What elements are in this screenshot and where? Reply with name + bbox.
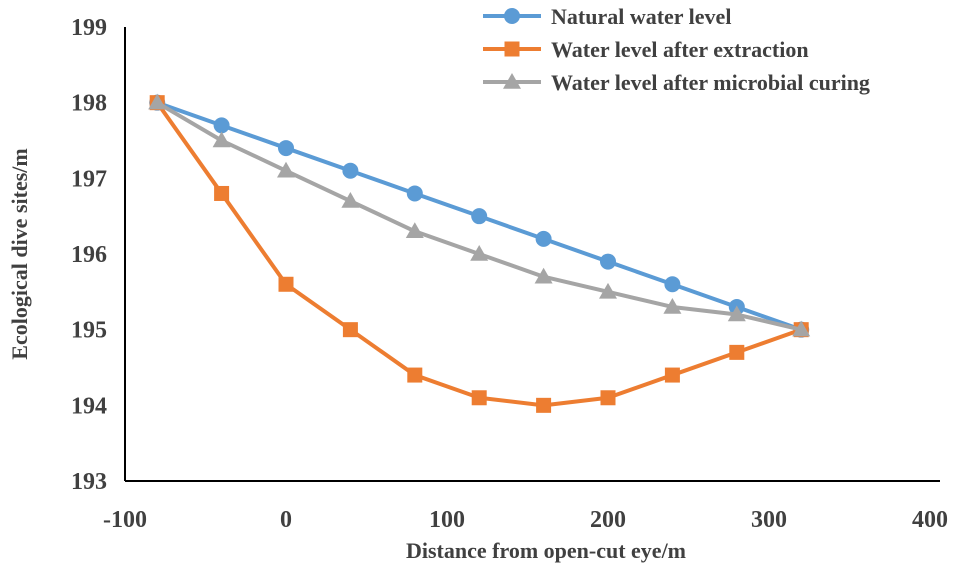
data-point bbox=[342, 322, 358, 338]
series-layer bbox=[148, 93, 811, 413]
y-tick-labels: 193 194 195 196 197 198 199 bbox=[71, 15, 107, 495]
y-tick-label: 197 bbox=[71, 166, 107, 192]
data-point bbox=[277, 161, 295, 178]
y-tick-label: 193 bbox=[71, 469, 107, 495]
data-point bbox=[278, 140, 294, 157]
x-tick-label: -100 bbox=[103, 507, 147, 533]
data-point bbox=[342, 162, 359, 179]
series-water-level-after-microbial-curing bbox=[148, 93, 811, 337]
x-axis-title: Distance from open-cut eye/m bbox=[406, 538, 686, 563]
data-point bbox=[664, 276, 681, 293]
legend-marker-triangle-icon bbox=[503, 73, 521, 89]
data-point bbox=[792, 320, 811, 337]
x-tick-label: 100 bbox=[429, 507, 465, 533]
data-point bbox=[535, 230, 552, 247]
data-point bbox=[341, 192, 360, 208]
y-tick-label: 194 bbox=[71, 393, 107, 419]
x-tick-label: 400 bbox=[912, 507, 948, 533]
x-tick-label: 200 bbox=[590, 507, 626, 533]
data-point bbox=[407, 367, 423, 383]
data-point bbox=[405, 222, 424, 239]
series-natural-water-level bbox=[149, 94, 810, 338]
data-point bbox=[534, 267, 553, 284]
data-point bbox=[213, 117, 230, 134]
data-point bbox=[727, 305, 746, 322]
data-point bbox=[729, 344, 745, 360]
legend-item: Water level after microbial curing bbox=[483, 70, 870, 95]
y-tick-label: 198 bbox=[71, 91, 107, 117]
data-point bbox=[148, 93, 167, 110]
data-point bbox=[471, 390, 487, 406]
axes bbox=[124, 27, 940, 482]
legend-item: Water level after extraction bbox=[483, 37, 809, 62]
x-tick-label: 0 bbox=[280, 507, 292, 533]
data-point bbox=[664, 367, 680, 383]
x-tick-labels: -100 0 100 200 300 400 bbox=[103, 507, 948, 533]
data-point bbox=[406, 185, 423, 202]
legend: Natural water level Water level after ext… bbox=[483, 4, 870, 95]
data-point bbox=[599, 282, 617, 299]
legend-label: Natural water level bbox=[551, 4, 731, 29]
data-point bbox=[214, 185, 230, 201]
y-tick-label: 196 bbox=[71, 242, 107, 268]
y-tick-label: 199 bbox=[71, 15, 107, 41]
data-point bbox=[600, 253, 616, 270]
data-point bbox=[536, 397, 552, 413]
legend-item: Natural water level bbox=[483, 4, 731, 29]
legend-label: Water level after extraction bbox=[551, 37, 809, 62]
legend-marker-circle-icon bbox=[504, 8, 520, 24]
data-point bbox=[663, 297, 682, 314]
series-water-level-after-extraction bbox=[149, 95, 809, 413]
data-point bbox=[212, 131, 231, 148]
legend-marker-square-icon bbox=[504, 41, 520, 57]
data-point bbox=[471, 208, 488, 225]
data-point bbox=[470, 245, 489, 261]
legend-label: Water level after microbial curing bbox=[551, 70, 870, 95]
x-tick-label: 300 bbox=[751, 507, 787, 533]
y-axis-title: Ecological dive sites/m bbox=[7, 148, 32, 359]
data-point bbox=[278, 276, 294, 292]
y-tick-label: 195 bbox=[71, 318, 107, 344]
data-point bbox=[600, 390, 616, 406]
